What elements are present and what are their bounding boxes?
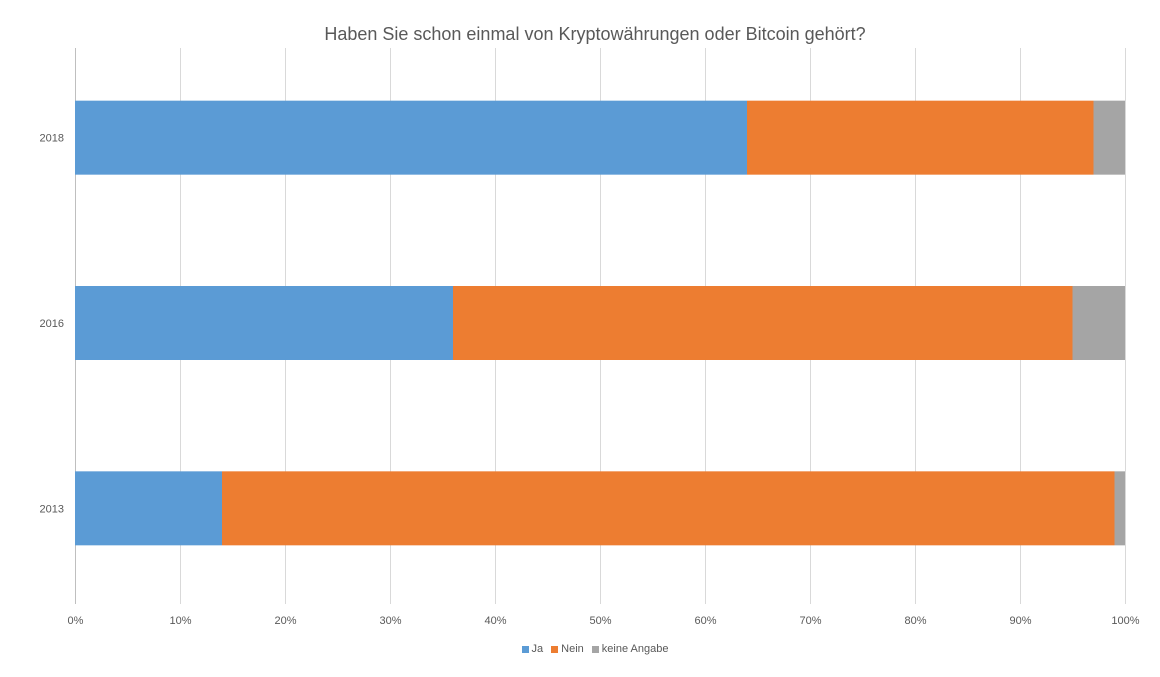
- legend-swatch: [521, 645, 529, 653]
- x-tick-label: 70%: [799, 615, 821, 627]
- legend-label: Ja: [531, 643, 544, 655]
- x-tick-label: 30%: [379, 615, 401, 627]
- bar-nein-2013: [222, 471, 1115, 546]
- legend-swatch: [551, 645, 559, 653]
- bar-keine-angabe-2013: [1114, 471, 1125, 546]
- x-tick-label: 20%: [274, 615, 296, 627]
- legend-label: Nein: [561, 643, 584, 655]
- legend-item: Ja: [521, 643, 544, 655]
- x-tick-label: 40%: [484, 615, 506, 627]
- bar-ja-2013: [75, 471, 222, 546]
- bar-nein-2016: [453, 286, 1073, 360]
- x-tick-label: 60%: [694, 615, 716, 627]
- bar-keine-angabe-2016: [1072, 286, 1125, 360]
- y-tick-label: 2016: [40, 318, 64, 330]
- x-tick-label: 80%: [904, 615, 926, 627]
- x-tick-label: 100%: [1111, 615, 1139, 627]
- legend-item: Nein: [551, 643, 584, 655]
- bar-keine-angabe-2018: [1093, 100, 1125, 175]
- legend: Ja Nein keine Angabe: [0, 643, 1160, 656]
- y-tick-label: 2013: [40, 503, 64, 515]
- legend-item: keine Angabe: [591, 643, 669, 655]
- bar-ja-2018: [75, 100, 747, 175]
- chart-title: Haben Sie schon einmal von Kryptowährung…: [324, 24, 866, 44]
- bar-nein-2018: [747, 100, 1094, 175]
- x-tick-label: 0%: [68, 615, 84, 627]
- legend-label: keine Angabe: [601, 643, 669, 655]
- x-tick-label: 10%: [169, 615, 191, 627]
- bar-ja-2016: [75, 286, 453, 360]
- y-tick-label: 2018: [40, 133, 64, 145]
- legend-swatch: [591, 645, 599, 653]
- x-tick-label: 90%: [1009, 615, 1031, 627]
- x-tick-label: 50%: [589, 615, 611, 627]
